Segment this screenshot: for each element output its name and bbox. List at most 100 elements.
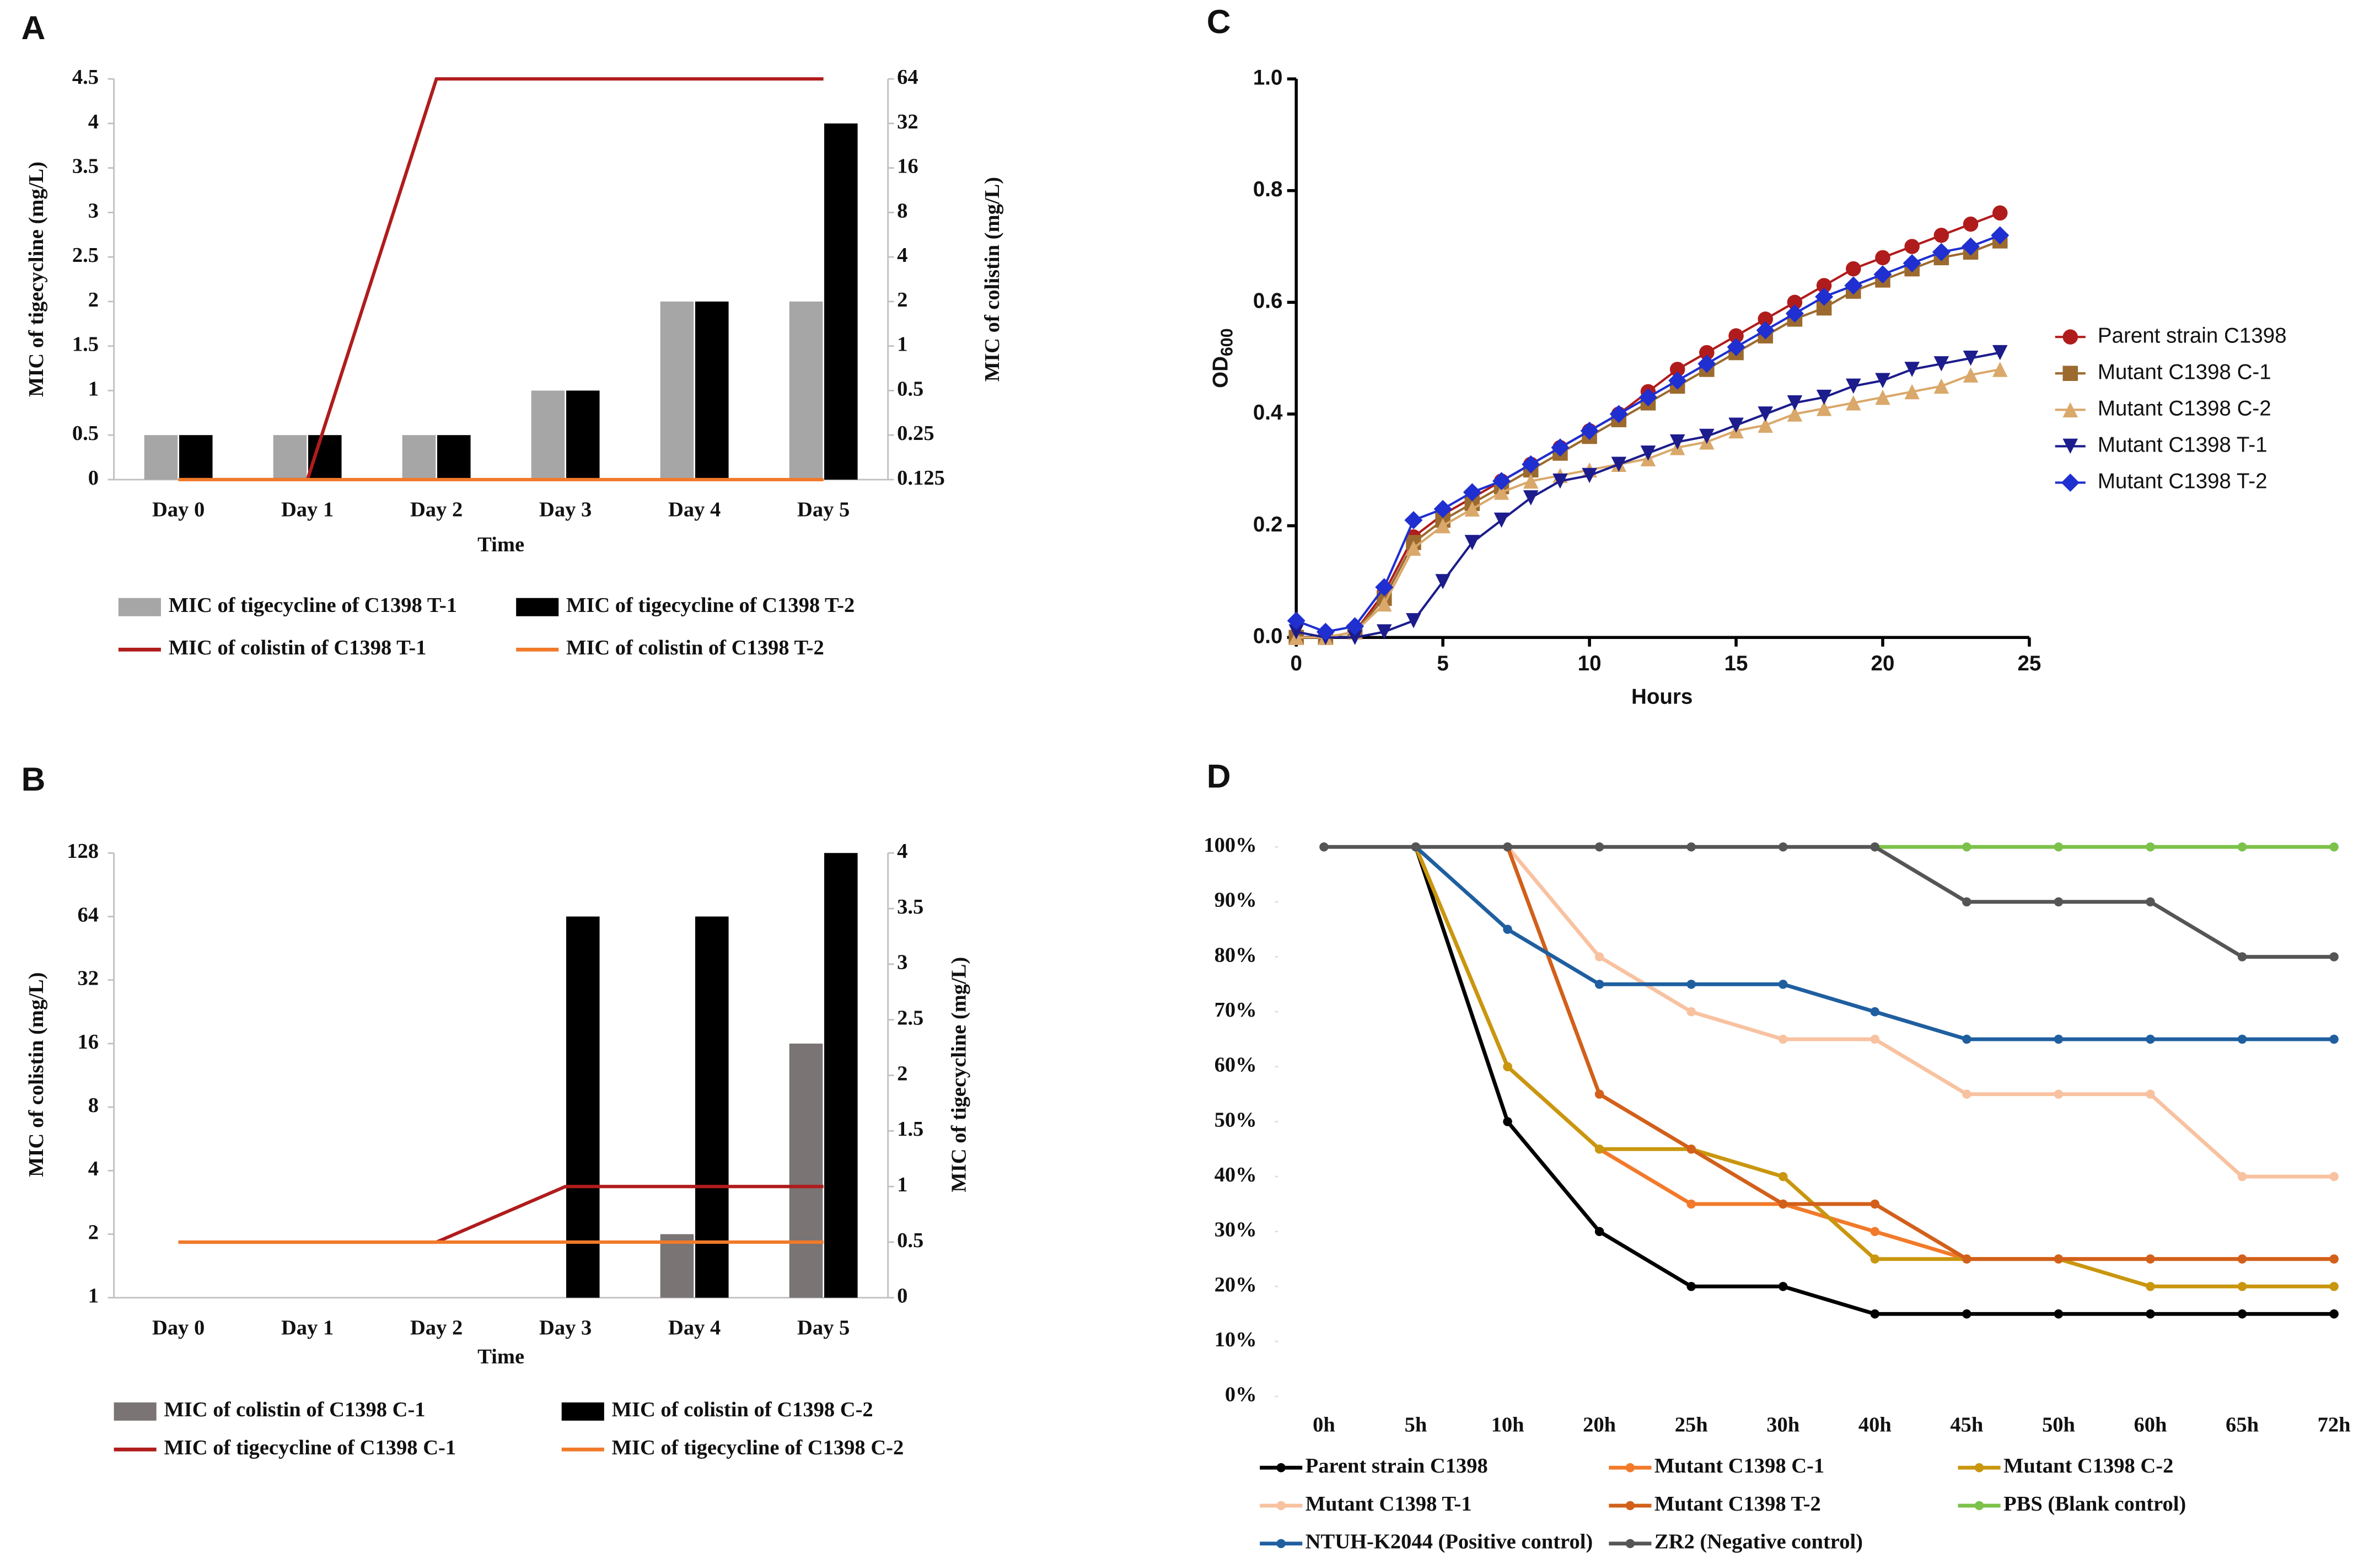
marker	[1404, 511, 1423, 530]
x-tick-label: 0	[1290, 652, 1302, 675]
y2-tick-label: 8	[897, 199, 907, 222]
marker	[2329, 1172, 2339, 1181]
x-tick-label: 30h	[1766, 1414, 1799, 1437]
bar	[144, 435, 178, 480]
legend-label: Mutant C1398 C-2	[2098, 397, 2271, 421]
y-tick-label: 20%	[1215, 1273, 1257, 1296]
legend-label: MIC of tigecycline of C1398 T-2	[566, 594, 855, 617]
legend-marker	[1625, 1539, 1635, 1549]
y-tick-label: 0%	[1225, 1383, 1257, 1406]
x-tick-label: 45h	[1950, 1414, 1983, 1437]
marker	[1778, 842, 1788, 852]
x-axis-label: Time	[477, 533, 524, 556]
panel-label: A	[22, 9, 46, 46]
marker	[1492, 472, 1511, 491]
marker	[1873, 265, 1892, 284]
marker	[1963, 216, 1979, 232]
marker	[1640, 445, 1656, 461]
y-tick-label: 2.5	[72, 244, 99, 267]
marker	[1870, 1227, 1880, 1237]
marker	[1815, 287, 1834, 306]
marker	[1962, 237, 1980, 256]
x-tick-label: 20h	[1583, 1414, 1616, 1437]
marker	[1433, 499, 1452, 518]
marker	[1523, 473, 1539, 489]
y-tick-label: 30%	[1215, 1218, 1257, 1242]
marker	[2146, 1254, 2155, 1264]
y-tick-label: 0.2	[1253, 513, 1283, 536]
x-tick-label: Day 2	[410, 1317, 463, 1340]
y-tick-label: 0.6	[1253, 289, 1283, 313]
marker	[1552, 473, 1568, 489]
marker	[1778, 1199, 1788, 1209]
marker	[2329, 952, 2339, 961]
marker	[1375, 578, 1394, 597]
marker	[1962, 842, 1971, 852]
y-tick-label: 1	[88, 377, 99, 400]
bar	[789, 1043, 823, 1298]
y-tick-label: 0.0	[1253, 624, 1283, 648]
legend-swatch	[516, 598, 559, 616]
marker	[1875, 250, 1890, 266]
marker	[1846, 261, 1861, 277]
y-tick-label: 1	[88, 1285, 99, 1308]
marker	[1870, 1309, 1880, 1319]
marker	[2237, 1282, 2247, 1291]
marker	[1594, 1145, 1604, 1154]
legend-label: Parent strain C1398	[1305, 1454, 1488, 1478]
marker	[1611, 456, 1627, 472]
y2-tick-label: 3	[897, 951, 907, 974]
legend-label: Mutant C1398 T-1	[2098, 433, 2268, 457]
marker	[1699, 428, 1715, 444]
marker	[1846, 395, 1861, 411]
y-axis-label: MIC of colistin (mg/L)	[25, 972, 48, 1176]
marker	[1686, 1282, 1696, 1291]
y-tick-label: 32	[78, 967, 99, 990]
marker	[1778, 980, 1788, 989]
y-tick-label: 80%	[1215, 943, 1257, 966]
marker	[1778, 1034, 1788, 1044]
y2-tick-label: 1	[897, 1173, 907, 1196]
marker	[1609, 405, 1628, 423]
bar	[695, 916, 729, 1298]
marker	[1464, 535, 1480, 550]
legend-label: Mutant C1398 T-2	[1654, 1492, 1821, 1516]
marker	[2054, 1089, 2064, 1099]
marker	[2054, 897, 2064, 907]
legend-label: MIC of tigecycline of C1398 C-1	[164, 1436, 456, 1459]
legend-swatch	[561, 1402, 604, 1421]
marker	[1686, 842, 1696, 852]
marker	[1962, 1034, 1971, 1044]
y-tick-label: 2	[88, 288, 99, 311]
marker	[1594, 980, 1604, 989]
legend-label: MIC of colistin of C1398 T-2	[566, 636, 824, 659]
x-tick-label: 0h	[1313, 1414, 1335, 1437]
y2-tick-label: 0.5	[897, 377, 923, 400]
marker	[1728, 328, 1744, 343]
marker	[2329, 1254, 2339, 1264]
marker	[1992, 345, 2008, 361]
marker	[1464, 501, 1480, 517]
marker	[1686, 1007, 1696, 1017]
marker	[1787, 406, 1803, 422]
bar	[660, 1234, 694, 1298]
x-tick-label: 65h	[2226, 1414, 2259, 1437]
x-tick-label: Day 1	[281, 498, 334, 522]
marker	[2062, 402, 2078, 418]
line	[1506, 845, 2334, 1179]
marker	[1463, 483, 1481, 502]
y2-tick-label: 4	[897, 244, 907, 267]
x-tick-label: 10h	[1491, 1414, 1524, 1437]
legend-label: MIC of colistin of C1398 T-1	[169, 636, 427, 659]
legend-label: Parent strain C1398	[2098, 324, 2287, 347]
marker	[1787, 294, 1803, 310]
x-tick-label: 15	[1724, 652, 1748, 675]
panel-label: B	[22, 760, 46, 798]
bar	[437, 435, 471, 480]
bar	[566, 916, 600, 1298]
legend-marker	[1625, 1501, 1635, 1511]
y-tick-label: 2	[88, 1221, 99, 1244]
marker	[2146, 1309, 2155, 1319]
bar	[531, 390, 565, 480]
marker	[1816, 401, 1832, 416]
